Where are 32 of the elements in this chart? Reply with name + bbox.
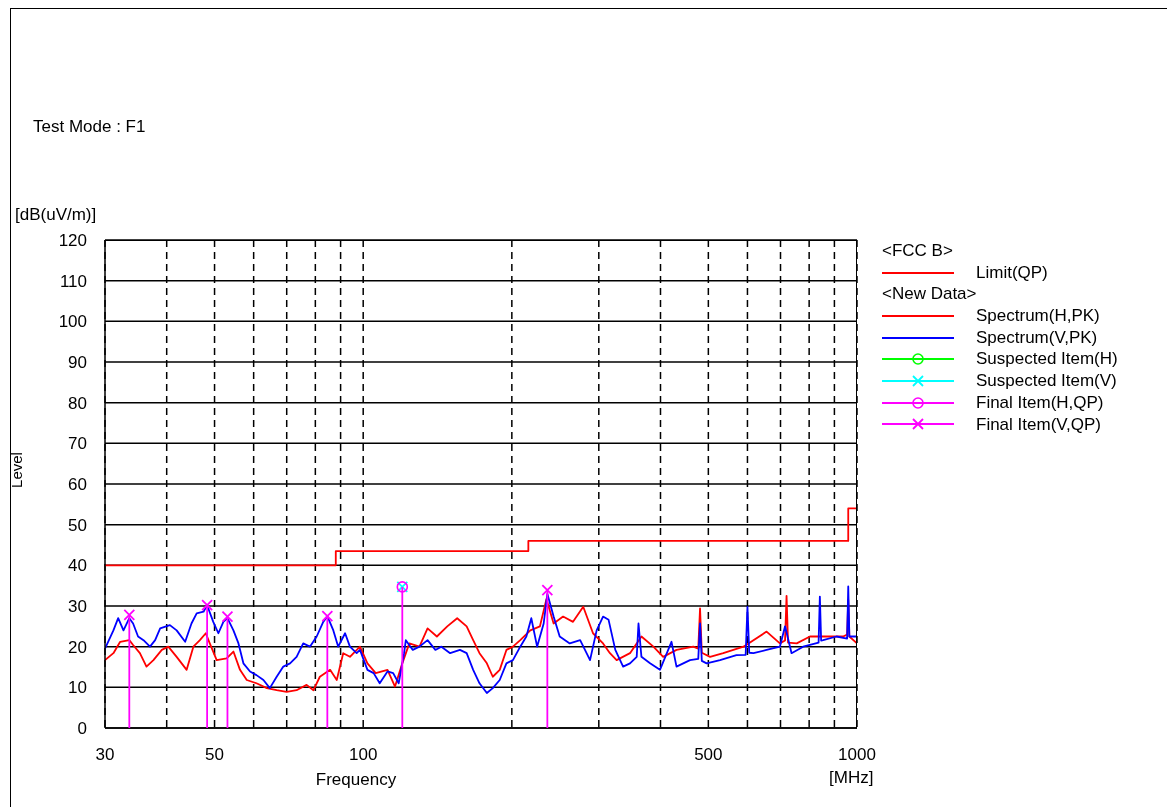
x-tick-label: 50 bbox=[205, 745, 225, 765]
y-tick-label: 20 bbox=[68, 637, 87, 657]
legend-label: Suspected Item(V) bbox=[976, 370, 1117, 392]
y-tick-label: 110 bbox=[59, 271, 87, 291]
y-tick-label: 30 bbox=[68, 597, 87, 617]
y-axis-title: Level bbox=[7, 451, 26, 490]
legend-label: Final Item(H,QP) bbox=[976, 391, 1104, 414]
x-tick-label: 100 bbox=[349, 745, 378, 765]
legend-title: <FCC B> bbox=[882, 240, 954, 262]
x-tick-label: 1000 bbox=[838, 745, 876, 765]
text: [dB(uV/m)] bbox=[15, 205, 97, 225]
legend-label: Limit(QP) bbox=[976, 261, 1048, 284]
y-tick-label: 90 bbox=[68, 353, 87, 373]
legend-label: Spectrum(H,PK) bbox=[976, 305, 1100, 327]
x-tick-label: 500 bbox=[694, 745, 723, 765]
y-tick-label: 50 bbox=[68, 515, 87, 535]
y-tick-label: 60 bbox=[68, 475, 87, 495]
y-tick-label: 80 bbox=[68, 393, 87, 413]
text: [MHz] bbox=[829, 768, 874, 788]
legend-label: Spectrum(V,PK) bbox=[976, 326, 1098, 349]
y-tick-label: 10 bbox=[68, 678, 87, 698]
chart-subtitle: Test Mode : F1 bbox=[33, 117, 146, 137]
y-tick-label: 70 bbox=[68, 434, 87, 454]
x-tick-label: 30 bbox=[95, 745, 115, 765]
y-tick-label: 40 bbox=[68, 556, 87, 576]
x-axis-title: Frequency bbox=[314, 770, 398, 790]
legend-label: Final Item(V,QP) bbox=[976, 413, 1102, 436]
text: <New Data> bbox=[882, 283, 978, 306]
y-tick-label: 0 bbox=[77, 719, 87, 739]
y-tick-label: 120 bbox=[58, 231, 87, 251]
legend-label: Suspected Item(H) bbox=[976, 348, 1118, 371]
y-tick-label: 100 bbox=[58, 312, 87, 332]
